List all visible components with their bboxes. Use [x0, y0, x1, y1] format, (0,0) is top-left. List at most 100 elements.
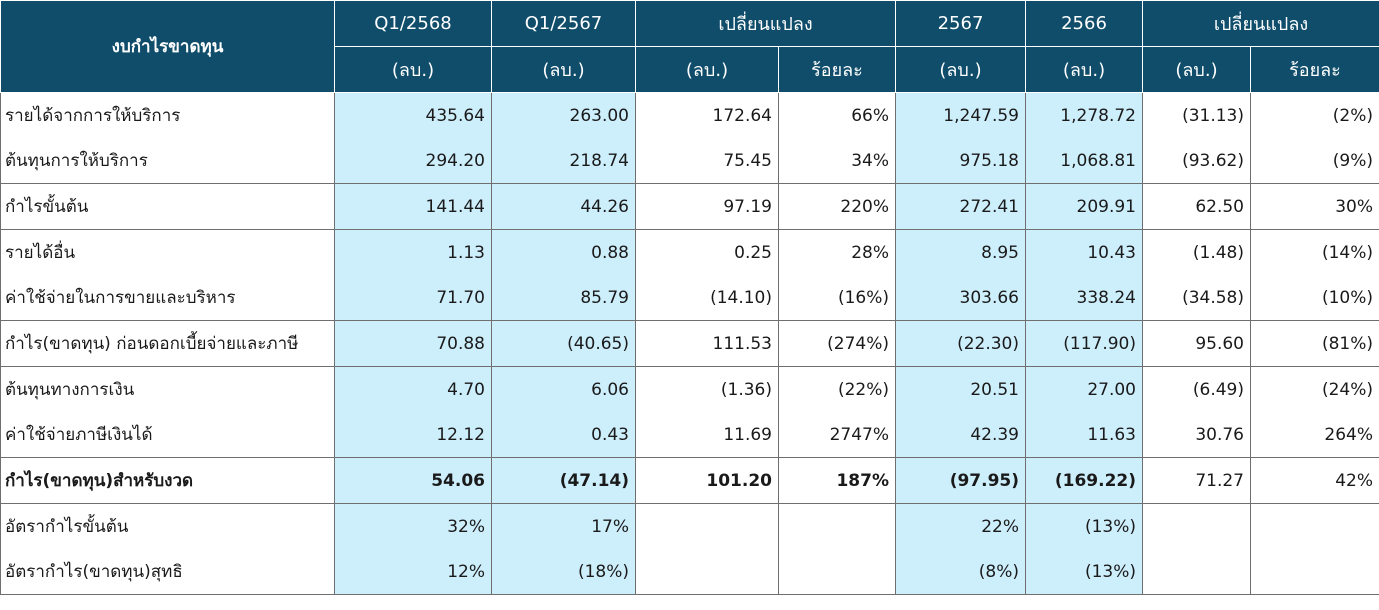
unit-label: (ลบ.): [895, 46, 1026, 93]
table-row: รายได้อื่น 1.13 0.88 0.25 28% 8.95 10.43 (1.48)…: [0, 229, 1379, 275]
table-row: รายได้จากการให้บริการ 435.64 263.00 172.64 6…: [0, 92, 1379, 138]
cell-value: 22%: [895, 503, 1026, 549]
cell-value: 0.43: [491, 412, 636, 458]
cell-value: 71.70: [334, 275, 492, 321]
cell-value: [1250, 503, 1379, 549]
cell-value: 172.64: [635, 92, 779, 138]
unit-label: (ลบ.): [334, 46, 492, 93]
cell-value: (1.36): [635, 366, 779, 412]
unit-label: (ลบ.): [1025, 46, 1143, 93]
row-label: ต้นทุนการให้บริการ: [0, 138, 335, 184]
cell-value: [635, 549, 779, 595]
percent-label: ร้อยละ: [1250, 46, 1379, 93]
cell-value: 209.91: [1025, 183, 1143, 230]
cell-value: 10.43: [1025, 229, 1143, 275]
cell-value: (10%): [1250, 275, 1379, 321]
col-2566: 2566: [1025, 0, 1143, 47]
cell-value: 34%: [778, 138, 896, 184]
cell-value: 97.19: [635, 183, 779, 230]
cell-value: (9%): [1250, 138, 1379, 184]
cell-value: 187%: [778, 457, 896, 504]
cell-value: 141.44: [334, 183, 492, 230]
cell-value: 303.66: [895, 275, 1026, 321]
cell-value: 11.69: [635, 412, 779, 458]
cell-value: 11.63: [1025, 412, 1143, 458]
cell-value: (97.95): [895, 457, 1026, 504]
cell-value: 85.79: [491, 275, 636, 321]
cell-value: 6.06: [491, 366, 636, 412]
cell-value: (274%): [778, 320, 896, 367]
cell-value: 0.25: [635, 229, 779, 275]
cell-value: 70.88: [334, 320, 492, 367]
table-row: อัตรากำไร(ขาดทุน)สุทธิ 12% (18%) (8%) (13%): [0, 549, 1379, 595]
cell-value: 975.18: [895, 138, 1026, 184]
cell-value: 435.64: [334, 92, 492, 138]
table-row: กำไรขั้นต้น 141.44 44.26 97.19 220% 272.41 209…: [0, 183, 1379, 230]
row-label: รายได้อื่น: [0, 229, 335, 275]
cell-value: (1.48): [1142, 229, 1251, 275]
cell-value: (22.30): [895, 320, 1026, 367]
table-row: ค่าใช้จ่ายในการขายและบริหาร 71.70 85.79 (14…: [0, 275, 1379, 321]
income-statement-table: งบกำไรขาดทุน Q1/2568 Q1/2567 เปลี่ยนแปลง…: [0, 0, 1379, 595]
cell-value: (40.65): [491, 320, 636, 367]
unit-label: (ลบ.): [1142, 46, 1251, 93]
cell-value: (24%): [1250, 366, 1379, 412]
table-row: อัตรากำไรขั้นต้น 32% 17% 22% (13%): [0, 503, 1379, 549]
cell-value: 4.70: [334, 366, 492, 412]
cell-value: 30.76: [1142, 412, 1251, 458]
cell-value: 1,068.81: [1025, 138, 1143, 184]
cell-value: (2%): [1250, 92, 1379, 138]
cell-value: 42%: [1250, 457, 1379, 504]
cell-value: [1142, 549, 1251, 595]
row-label: อัตรากำไรขั้นต้น: [0, 503, 335, 549]
cell-value: 30%: [1250, 183, 1379, 230]
col-change-year: เปลี่ยนแปลง: [1142, 0, 1379, 47]
cell-value: 338.24: [1025, 275, 1143, 321]
cell-value: (93.62): [1142, 138, 1251, 184]
cell-value: 95.60: [1142, 320, 1251, 367]
cell-value: 111.53: [635, 320, 779, 367]
cell-value: 12%: [334, 549, 492, 595]
cell-value: [1142, 503, 1251, 549]
cell-value: [778, 503, 896, 549]
cell-value: 44.26: [491, 183, 636, 230]
cell-value: [1250, 549, 1379, 595]
cell-value: 272.41: [895, 183, 1026, 230]
col-q1-2568: Q1/2568: [334, 0, 492, 47]
cell-value: 28%: [778, 229, 896, 275]
cell-value: 54.06: [334, 457, 492, 504]
cell-value: (169.22): [1025, 457, 1143, 504]
row-label: กำไร(ขาดทุน) ก่อนดอกเบี้ยจ่ายและภาษี: [0, 320, 335, 367]
cell-value: 263.00: [491, 92, 636, 138]
cell-value: (8%): [895, 549, 1026, 595]
unit-label: (ลบ.): [635, 46, 779, 93]
cell-value: 66%: [778, 92, 896, 138]
cell-value: 218.74: [491, 138, 636, 184]
table-title: งบกำไรขาดทุน: [0, 0, 335, 93]
cell-value: 62.50: [1142, 183, 1251, 230]
table-row: ค่าใช้จ่ายภาษีเงินได้ 12.12 0.43 11.69 2747%…: [0, 412, 1379, 458]
col-change-quarter: เปลี่ยนแปลง: [635, 0, 896, 47]
col-q1-2567: Q1/2567: [491, 0, 636, 47]
cell-value: 264%: [1250, 412, 1379, 458]
col-2567: 2567: [895, 0, 1026, 47]
cell-value: 12.12: [334, 412, 492, 458]
row-label: ค่าใช้จ่ายภาษีเงินได้: [0, 412, 335, 458]
cell-value: 294.20: [334, 138, 492, 184]
cell-value: (117.90): [1025, 320, 1143, 367]
cell-value: (22%): [778, 366, 896, 412]
cell-value: 32%: [334, 503, 492, 549]
cell-value: 27.00: [1025, 366, 1143, 412]
cell-value: (47.14): [491, 457, 636, 504]
unit-label: (ลบ.): [491, 46, 636, 93]
cell-value: (13%): [1025, 549, 1143, 595]
cell-value: 2747%: [778, 412, 896, 458]
row-label: อัตรากำไร(ขาดทุน)สุทธิ: [0, 549, 335, 595]
row-label: กำไรขั้นต้น: [0, 183, 335, 230]
percent-label: ร้อยละ: [778, 46, 896, 93]
cell-value: (18%): [491, 549, 636, 595]
table-header: งบกำไรขาดทุน Q1/2568 Q1/2567 เปลี่ยนแปลง…: [0, 0, 1379, 93]
table-row: กำไร(ขาดทุน)สำหรับงวด 54.06 (47.14) 101.20 1…: [0, 457, 1379, 504]
table-row: กำไร(ขาดทุน) ก่อนดอกเบี้ยจ่ายและภาษี 70.8…: [0, 320, 1379, 367]
cell-value: 17%: [491, 503, 636, 549]
